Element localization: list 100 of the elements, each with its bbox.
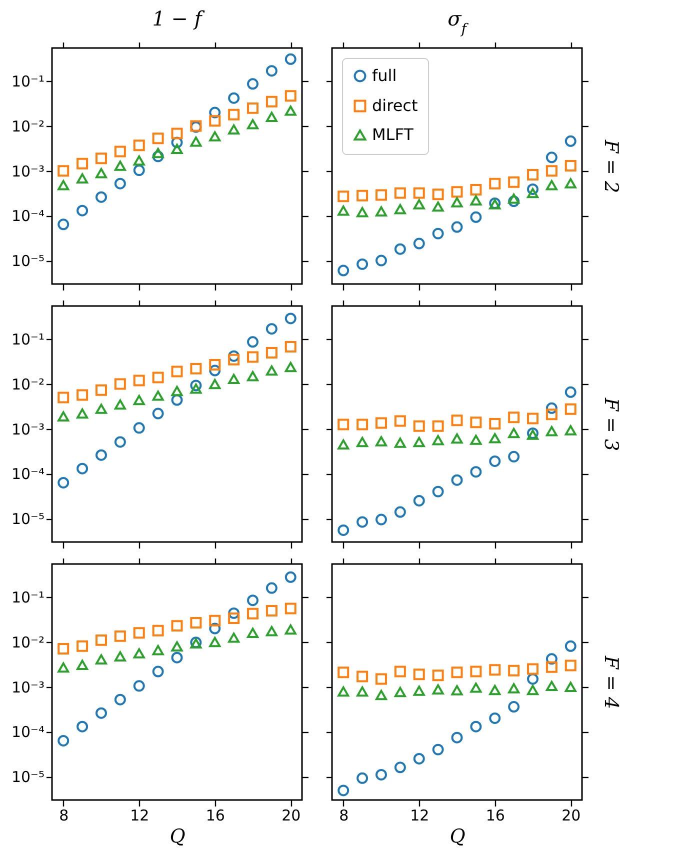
- point: [133, 680, 145, 692]
- point: [58, 411, 70, 422]
- point: [76, 204, 88, 216]
- point: [394, 666, 406, 678]
- point: [451, 732, 463, 744]
- point: [96, 449, 107, 461]
- point: [228, 374, 240, 384]
- point: [152, 666, 164, 678]
- point: [247, 594, 258, 606]
- point: [209, 622, 221, 634]
- point: [564, 386, 576, 398]
- legend-label: direct: [372, 96, 418, 115]
- point: [114, 630, 126, 642]
- point: [470, 666, 482, 678]
- point: [451, 685, 463, 696]
- point: [394, 415, 406, 427]
- point: [133, 394, 145, 406]
- point: [58, 642, 70, 654]
- point: [171, 144, 183, 154]
- point: [356, 686, 368, 697]
- x-tick-label: 12: [130, 806, 150, 824]
- point: [284, 53, 296, 65]
- point: [546, 180, 558, 190]
- point: [338, 524, 350, 536]
- point: [247, 371, 258, 382]
- point: [489, 418, 501, 430]
- y-tick-label: 10⁻⁴: [11, 465, 44, 484]
- point: [247, 119, 258, 130]
- point: [356, 436, 368, 448]
- point: [413, 238, 425, 250]
- point: [564, 640, 576, 652]
- point: [133, 648, 145, 658]
- point: [96, 707, 107, 719]
- point: [376, 673, 387, 685]
- point: [247, 608, 258, 620]
- point: [152, 148, 164, 158]
- point: [546, 408, 558, 420]
- point: [376, 436, 387, 446]
- point: [133, 374, 145, 386]
- point: [432, 670, 444, 682]
- x-tick-label: 8: [339, 806, 349, 824]
- point: [546, 152, 558, 164]
- point: [228, 354, 240, 366]
- point: [152, 408, 164, 420]
- chart-title: σ$_{f}$: [448, 6, 470, 38]
- point: [171, 620, 183, 632]
- point: [209, 614, 221, 626]
- point: [470, 195, 482, 206]
- point: [58, 662, 70, 673]
- point: [376, 514, 387, 526]
- point: [413, 686, 425, 696]
- point: [171, 136, 183, 148]
- point: [152, 390, 164, 401]
- point: [564, 682, 576, 692]
- y-tick-label: 10⁻⁵: [11, 252, 44, 270]
- y-tick-label: 10⁻¹: [11, 588, 44, 607]
- point: [376, 189, 387, 201]
- point: [432, 435, 444, 446]
- point: [76, 660, 88, 670]
- point: [266, 604, 278, 616]
- x-tick-label: 12: [410, 806, 430, 824]
- point: [209, 636, 221, 648]
- point: [266, 96, 278, 108]
- point: [489, 433, 501, 444]
- point: [527, 188, 538, 198]
- point: [413, 436, 425, 448]
- y-tick-label: 10⁻³: [11, 420, 44, 438]
- point: [451, 474, 463, 486]
- point: [96, 168, 107, 178]
- point: [58, 180, 70, 190]
- point: [451, 414, 463, 426]
- point: [432, 420, 444, 432]
- x-tick-label: 16: [206, 806, 225, 824]
- point: [58, 476, 70, 488]
- point: [527, 168, 538, 180]
- point: [432, 188, 444, 200]
- point: [508, 176, 520, 188]
- point: [133, 164, 145, 176]
- chart-title: 1 − f: [152, 6, 206, 30]
- point: [58, 392, 70, 404]
- point: [489, 712, 501, 724]
- point: [152, 132, 164, 144]
- point: [284, 624, 296, 635]
- point: [356, 190, 368, 202]
- point: [190, 384, 202, 394]
- point: [546, 653, 558, 665]
- point: [284, 90, 296, 102]
- point: [564, 403, 576, 415]
- point: [394, 438, 406, 448]
- point: [376, 690, 387, 700]
- point: [284, 312, 296, 324]
- point: [114, 399, 126, 410]
- point: [338, 784, 350, 796]
- point: [356, 516, 368, 528]
- point: [152, 372, 164, 384]
- point: [470, 434, 482, 445]
- point: [58, 218, 70, 230]
- point: [546, 165, 558, 177]
- point: [451, 186, 463, 198]
- point: [376, 206, 387, 216]
